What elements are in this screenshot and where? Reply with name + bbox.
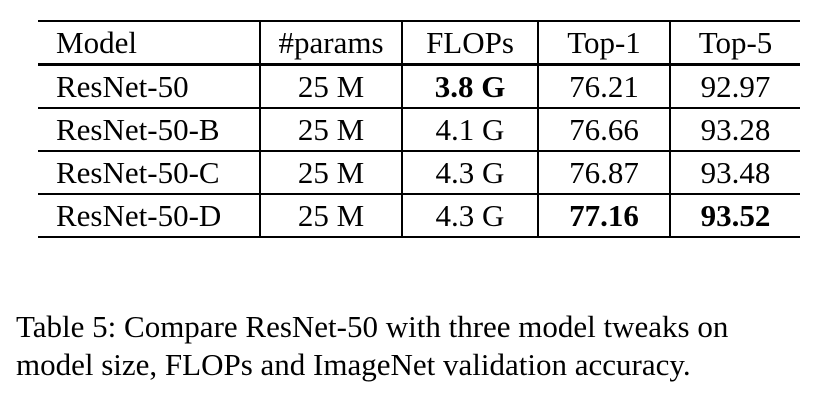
cell-params: 25 M (259, 194, 402, 237)
table-row: ResNet-50 25 M 3.8 G 76.21 92.97 (38, 64, 800, 108)
results-table: Model #params FLOPs Top-1 Top-5 ResNet-5… (38, 20, 800, 238)
cell-top1: 76.66 (537, 108, 670, 151)
header-row: Model #params FLOPs Top-1 Top-5 (38, 21, 800, 65)
header-model: Model (56, 25, 137, 60)
cell-top5: 93.48 (669, 151, 800, 194)
header-top1: Top-1 (537, 21, 670, 65)
cell-params: 25 M (259, 108, 402, 151)
cell-top1: 76.87 (537, 151, 670, 194)
table-row: ResNet-50-C 25 M 4.3 G 76.87 93.48 (38, 151, 800, 194)
cell-top5: 92.97 (669, 64, 800, 108)
cell-model: ResNet-50-B (56, 112, 220, 147)
cell-top1: 76.21 (537, 64, 670, 108)
cell-params: 25 M (259, 64, 402, 108)
header-top5: Top-5 (669, 21, 800, 65)
results-table-container: Model #params FLOPs Top-1 Top-5 ResNet-5… (38, 20, 800, 238)
cell-model: ResNet-50-D (56, 198, 222, 233)
cell-flops: 4.1 G (401, 108, 538, 151)
cell-top1: 77.16 (537, 194, 670, 237)
cell-model: ResNet-50-C (56, 155, 220, 190)
cell-top5: 93.28 (669, 108, 800, 151)
cell-flops: 4.3 G (401, 151, 538, 194)
cell-top5: 93.52 (669, 194, 800, 237)
table-row: ResNet-50-D 25 M 4.3 G 77.16 93.52 (38, 194, 800, 237)
caption-line-1: Table 5: Compare ResNet-50 with three mo… (16, 309, 729, 344)
cell-params: 25 M (259, 151, 402, 194)
table-caption: Table 5: Compare ResNet-50 with three mo… (16, 308, 828, 384)
header-params: #params (259, 21, 402, 65)
table-row: ResNet-50-B 25 M 4.1 G 76.66 93.28 (38, 108, 800, 151)
header-flops: FLOPs (401, 21, 538, 65)
caption-line-2: model size, FLOPs and ImageNet validatio… (16, 347, 691, 382)
cell-model: ResNet-50 (56, 69, 189, 104)
cell-flops: 3.8 G (401, 64, 538, 108)
cell-flops: 4.3 G (401, 194, 538, 237)
